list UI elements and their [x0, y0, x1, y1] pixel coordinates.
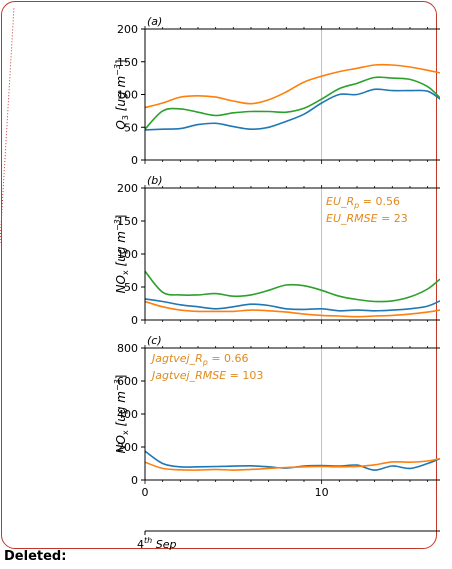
series-line-2 [145, 457, 440, 471]
y-tick-label: 400 [117, 408, 138, 421]
date-axis-label: 4th Sep [137, 536, 176, 551]
y-tick-label: 100 [117, 89, 138, 102]
y-tick-label: 0 [131, 474, 138, 487]
annotation-text: EU_RMSE = 23 [326, 212, 408, 225]
series-line-2 [145, 76, 440, 130]
y-tick-label: 200 [117, 182, 138, 195]
annotation-text: Jagtvej_RMSE = 103 [150, 369, 263, 382]
annotation-text: Jagtvej_Rp = 0.66 [150, 352, 249, 367]
panel-label: (c) [147, 334, 162, 347]
x-tick-label: 0 [142, 486, 149, 499]
y-axis-label: O3 [ug m−3] [113, 59, 130, 129]
comment-frame [1, 1, 437, 549]
panel-label: (b) [147, 174, 163, 187]
series-line-1 [145, 298, 440, 312]
y-tick-label: 0 [131, 314, 138, 327]
y-tick-label: 0 [131, 154, 138, 167]
y-tick-label: 150 [117, 215, 138, 228]
series-line-2 [145, 270, 440, 303]
y-tick-label: 50 [124, 281, 138, 294]
y-tick-label: 150 [117, 56, 138, 69]
chart-panel-1: 0 50 100 150 200 (a) O3 [ug m−3] [113, 15, 440, 167]
y-axis-label: NOx [ug m−3] [113, 375, 130, 454]
annotation-text: EU_Rp = 0.56 [326, 195, 400, 210]
series-line-1 [145, 88, 440, 131]
x-tick-label: 10 [315, 486, 329, 499]
y-tick-label: 50 [124, 121, 138, 134]
y-tick-label: 600 [117, 375, 138, 388]
y-tick-label: 100 [117, 248, 138, 261]
panel-label: (a) [147, 15, 162, 28]
y-tick-label: 800 [117, 342, 138, 355]
chart-panel-2: 0 50 100 150 200 (b) NOx [ug m−3] EU_Rp = 0.56 E… [113, 174, 440, 327]
y-tick-label: 200 [117, 23, 138, 36]
deleted-label: Deleted: [4, 549, 67, 564]
chart-panel-3: 0 200 400 600 800 0 10 (c) NOx [ug m−3] Jagtvej_R… [113, 334, 440, 499]
y-tick-label: 200 [117, 441, 138, 454]
series-line-3 [145, 300, 440, 318]
date-axis: 4th Sep [137, 530, 440, 551]
y-axis-label: NOx [ug m−3] [113, 215, 130, 294]
series-line-3 [145, 63, 440, 109]
